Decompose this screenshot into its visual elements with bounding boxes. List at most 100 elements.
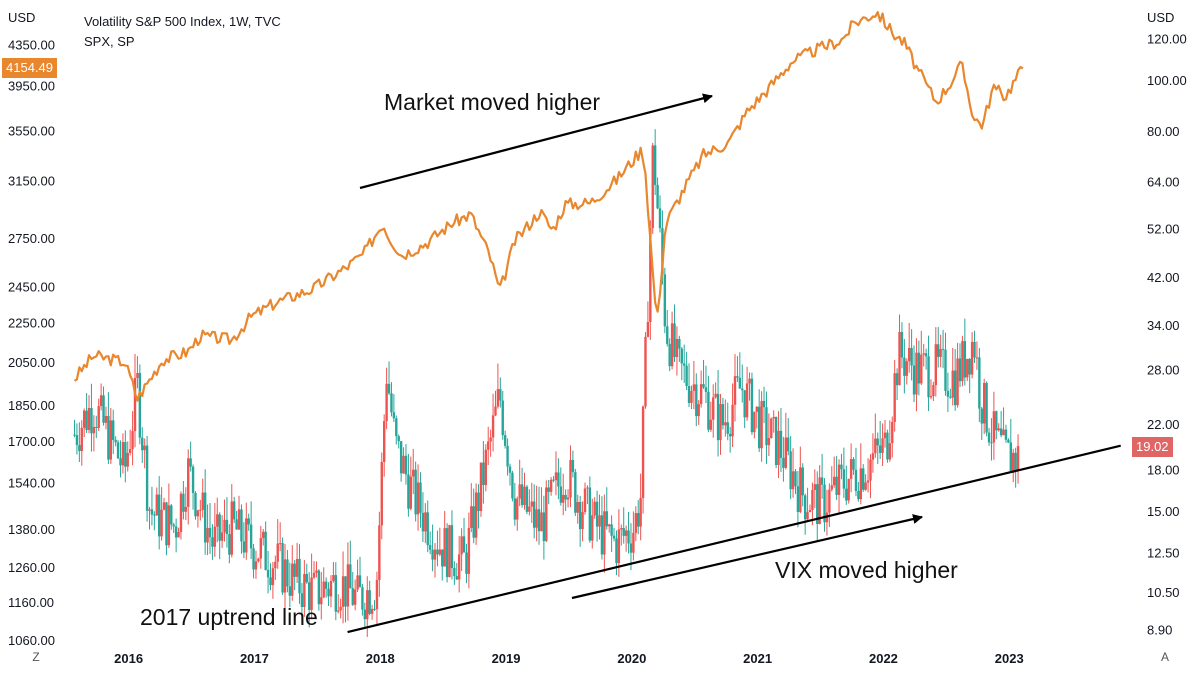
vix-candle-body [813, 484, 817, 490]
vix-candle-body [518, 484, 521, 499]
right-tick-label: 10.50 [1147, 585, 1180, 600]
vix-candle-body [818, 477, 821, 524]
vix-candle-body [1007, 439, 1010, 443]
vix-candle-body [460, 536, 463, 555]
vix-candle-body [637, 513, 640, 527]
vix-candle-body [852, 459, 855, 470]
vix-candle-body [832, 476, 836, 486]
vix-candle-body [506, 445, 509, 467]
vix-candle-body [199, 509, 202, 511]
vix-candle-body [499, 389, 502, 401]
vix-candle-body [864, 482, 867, 490]
vix-candle-body [687, 385, 691, 403]
vix-candle-body [363, 609, 367, 620]
vix-candle-body [757, 406, 761, 449]
vix-candle-body [397, 436, 400, 442]
spx-price-tag: 4154.49 [2, 58, 57, 78]
vix-candle-body [624, 530, 628, 536]
vix-candle-body [707, 391, 710, 430]
vix-candle-body [748, 378, 751, 384]
vix-candle-body [424, 512, 427, 532]
vix-candle-body [811, 489, 814, 510]
vix-candle-body [216, 514, 219, 527]
vix-candle-body [617, 529, 621, 564]
vix-candle-body [291, 563, 294, 596]
vix-candle-body [341, 576, 345, 607]
vix-candle-body [242, 541, 246, 553]
vix-candle-body [208, 527, 212, 538]
vix-candle-body [298, 558, 301, 594]
vix-candle-body [223, 519, 226, 533]
right-tick-label: 12.50 [1147, 545, 1180, 560]
vix-candles [73, 129, 1020, 637]
vix-candle-body [728, 433, 732, 437]
vix-candle-body [823, 484, 826, 523]
vix-candle-body [941, 349, 945, 351]
x-tick-label: 2022 [869, 651, 898, 666]
vix-candle-body [857, 491, 860, 500]
vix-candle-body [854, 469, 858, 492]
vix-candle-body [670, 323, 674, 367]
vix-candle-body [922, 353, 925, 355]
vix-candle-body [453, 568, 456, 577]
vix-candle-body [474, 492, 478, 538]
vix-candle-body [433, 549, 437, 560]
vix-candle-body [542, 512, 546, 542]
vix-candle-body [726, 422, 729, 434]
zoom-button[interactable]: Z [32, 650, 40, 664]
vix-candle-body [211, 537, 214, 547]
vix-candle-body [869, 459, 872, 481]
vix-candle-body [549, 479, 553, 492]
legend-spx[interactable]: SPX, SP [84, 34, 135, 49]
vix-candle-body [409, 476, 413, 509]
vix-candle-body [595, 501, 599, 527]
vix-candle-body [842, 469, 846, 489]
vix-candle-body [970, 341, 974, 375]
vix-candle-body [886, 432, 889, 460]
vix-candle-body [370, 608, 374, 614]
vix-candle-body [760, 400, 763, 449]
vix-candle-body [999, 428, 1003, 436]
vix-candle-body [985, 382, 988, 433]
vix-candle-body [975, 357, 979, 359]
vix-candle-body [574, 472, 577, 513]
vix-candle-body [924, 353, 928, 357]
vix-candle-body [85, 410, 88, 431]
vix-candle-body [271, 568, 275, 586]
vix-candle-body [148, 509, 151, 511]
right-tick-label: 34.00 [1147, 318, 1180, 333]
vix-candle-body [155, 494, 158, 516]
vix-candle-body [189, 458, 192, 467]
vix-candle-body [470, 506, 473, 528]
auto-scale-button[interactable]: A [1160, 650, 1169, 664]
vix-candle-body [649, 228, 652, 323]
vix-candle-body [407, 474, 410, 509]
vix-candle-body [320, 597, 323, 605]
vix-candle-body [450, 525, 454, 569]
vix-candle-body [898, 331, 901, 386]
vix-candle-body [888, 443, 892, 460]
vix-candle-body [961, 341, 964, 382]
legend-vix[interactable]: Volatility S&P 500 Index, 1W, TVC [84, 14, 281, 29]
vix-candle-body [840, 464, 843, 470]
vix-candle-body [953, 370, 957, 406]
x-tick-label: 2020 [617, 651, 646, 666]
vix-candle-body [772, 416, 775, 419]
vix-candle-body [891, 422, 894, 444]
vix-candle-body [578, 501, 582, 530]
vix-candle-body [315, 570, 318, 573]
left-tick-label: 2250.00 [8, 316, 55, 331]
vix-candle-body [765, 407, 768, 446]
vix-candle-body [750, 378, 754, 433]
vix-candle-body [946, 390, 950, 397]
vix-candle-body [191, 466, 195, 494]
vix-candle-body [334, 575, 338, 612]
vix-candle-body [566, 497, 570, 500]
vix-candle-body [980, 408, 983, 424]
vix-candle-body [653, 145, 657, 185]
x-tick-label: 2023 [995, 651, 1024, 666]
vix-candle-body [479, 462, 483, 512]
vix-candle-body [944, 349, 947, 391]
vix-candle-body [339, 606, 342, 611]
